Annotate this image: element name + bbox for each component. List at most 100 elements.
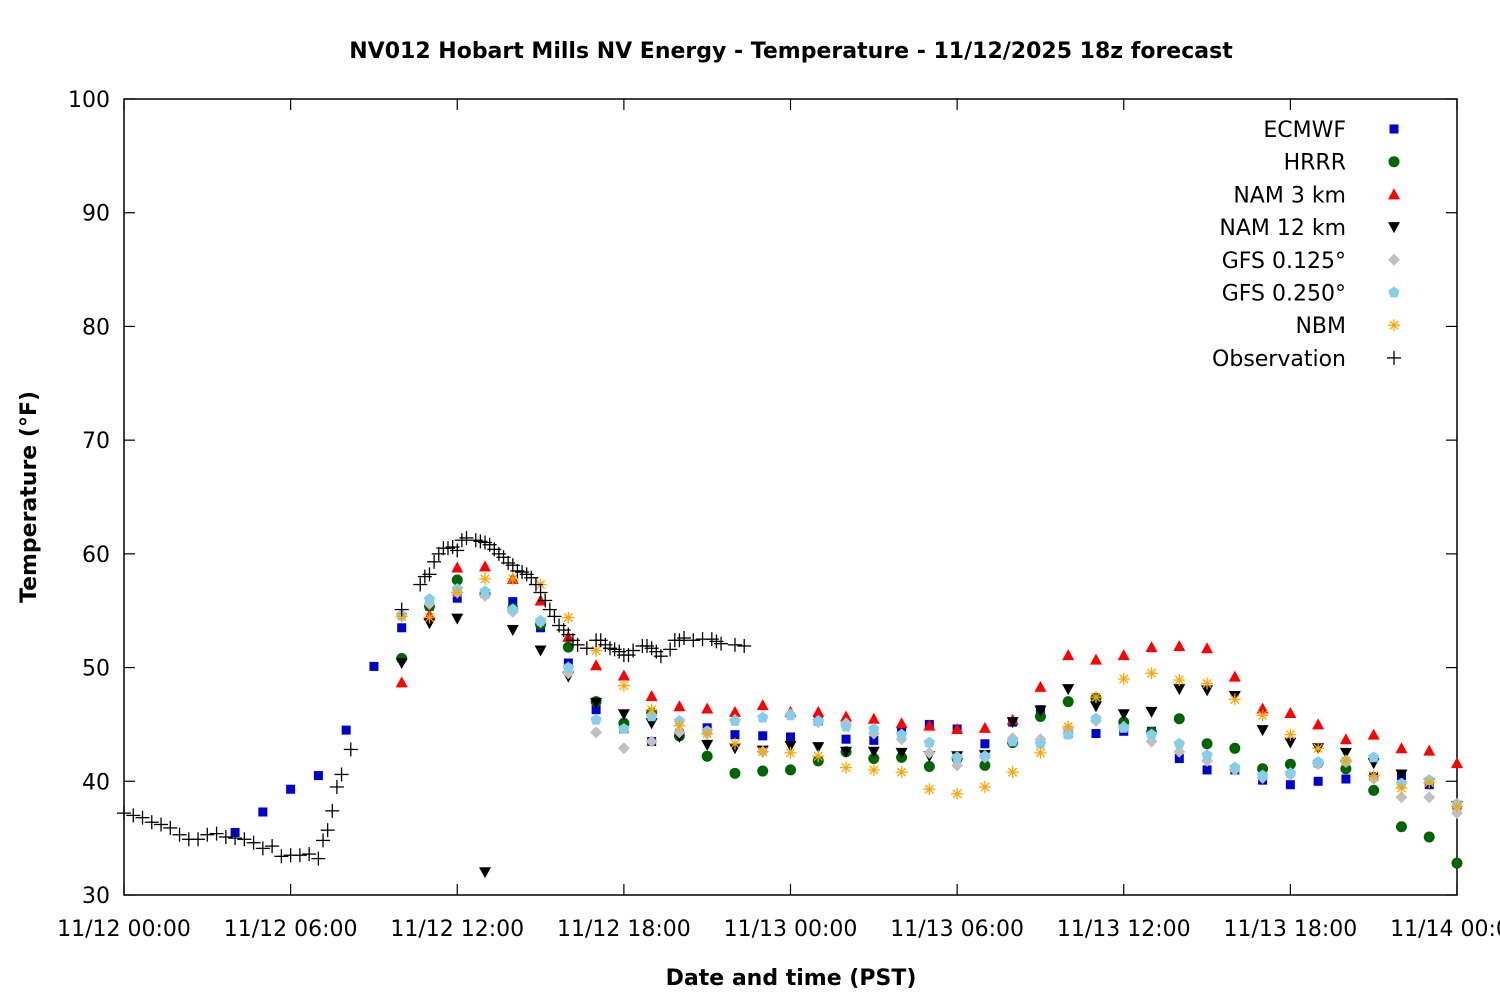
data-point (1312, 718, 1325, 730)
data-point (506, 625, 519, 637)
data-point (978, 780, 991, 793)
data-point (1173, 684, 1186, 696)
data-point (1395, 742, 1408, 754)
data-point (1284, 767, 1297, 779)
data-point (701, 727, 714, 740)
legend-label: NAM 12 km (1219, 216, 1346, 241)
data-point (617, 679, 630, 692)
data-point (737, 638, 752, 653)
data-point (1395, 791, 1408, 804)
data-point (1062, 728, 1074, 740)
data-point (1117, 649, 1130, 661)
data-point (1089, 701, 1102, 713)
data-point (895, 766, 908, 779)
data-point (451, 613, 464, 625)
data-point (562, 641, 574, 653)
data-point (1091, 729, 1101, 739)
x-tick-label: 11/13 18:00 (1223, 917, 1357, 942)
data-point (479, 867, 492, 879)
data-point (923, 761, 935, 773)
data-point (591, 705, 601, 715)
data-point (1423, 776, 1436, 789)
data-point (701, 750, 713, 762)
y-tick-label: 70 (82, 429, 110, 454)
data-point (1201, 685, 1214, 697)
data-point (172, 827, 187, 842)
data-point (812, 742, 825, 754)
data-point (1451, 800, 1463, 813)
data-point (1062, 696, 1074, 708)
data-point (756, 699, 769, 711)
data-point (590, 726, 603, 739)
data-point (479, 560, 492, 572)
data-point (508, 597, 518, 607)
data-point (645, 690, 658, 701)
data-point (292, 848, 307, 863)
data-point (645, 703, 658, 716)
data-point (663, 642, 678, 657)
data-point (1395, 782, 1408, 795)
data-point (1423, 791, 1436, 804)
legend-label: GFS 0.250° (1222, 282, 1346, 307)
data-point (1423, 744, 1436, 756)
data-point (1368, 784, 1380, 796)
data-point (459, 530, 474, 545)
data-point (1423, 831, 1435, 843)
x-axis-label: Date and time (PST) (666, 966, 917, 991)
data-point (727, 637, 742, 652)
x-tick-label: 11/12 00:00 (57, 917, 191, 942)
data-point (840, 720, 852, 732)
data-point (1174, 754, 1184, 764)
data-point (1257, 763, 1269, 775)
data-point (1034, 746, 1047, 759)
x-tick-label: 11/12 12:00 (390, 917, 524, 942)
data-point (135, 810, 150, 825)
data-point (334, 767, 349, 782)
data-point (1229, 761, 1241, 773)
data-point (394, 602, 409, 617)
data-point (1089, 691, 1102, 704)
data-point (1341, 774, 1351, 784)
data-point (841, 734, 851, 744)
data-point (978, 721, 991, 733)
data-point (1118, 721, 1130, 733)
data-point (677, 631, 692, 646)
data-point (450, 543, 465, 558)
data-point (1228, 670, 1241, 682)
data-point (1173, 745, 1186, 758)
data-point (757, 711, 769, 723)
chart-title: NV012 Hobart Mills NV Energy - Temperatu… (349, 39, 1233, 64)
data-point (812, 750, 825, 763)
data-point (730, 730, 740, 740)
data-point (758, 731, 768, 741)
data-point (427, 554, 442, 569)
data-point (1339, 733, 1352, 745)
data-point (1285, 780, 1295, 790)
data-point (343, 742, 358, 757)
data-point (329, 779, 344, 794)
data-point (1256, 769, 1269, 781)
data-point (1145, 706, 1158, 718)
data-point (1062, 720, 1075, 733)
data-point (784, 741, 797, 753)
legend-label: Observation (1212, 347, 1346, 372)
data-point (144, 815, 159, 830)
y-axis-label: Temperature (°F) (17, 391, 42, 603)
data-point (617, 709, 630, 721)
data-point (209, 826, 224, 841)
data-point (895, 747, 908, 759)
data-point (126, 808, 141, 823)
y-tick-label: 90 (82, 202, 110, 227)
data-point (979, 750, 991, 762)
data-point (1145, 667, 1158, 680)
data-point (1228, 693, 1241, 706)
data-point (1229, 742, 1241, 754)
data-point (590, 659, 603, 671)
data-point (756, 745, 769, 758)
legend-marker-triangle-down-icon (1388, 222, 1400, 234)
data-point (423, 611, 436, 624)
legend-marker-asterisk-icon (1388, 319, 1400, 332)
data-point (1034, 680, 1047, 692)
data-point (618, 723, 630, 734)
